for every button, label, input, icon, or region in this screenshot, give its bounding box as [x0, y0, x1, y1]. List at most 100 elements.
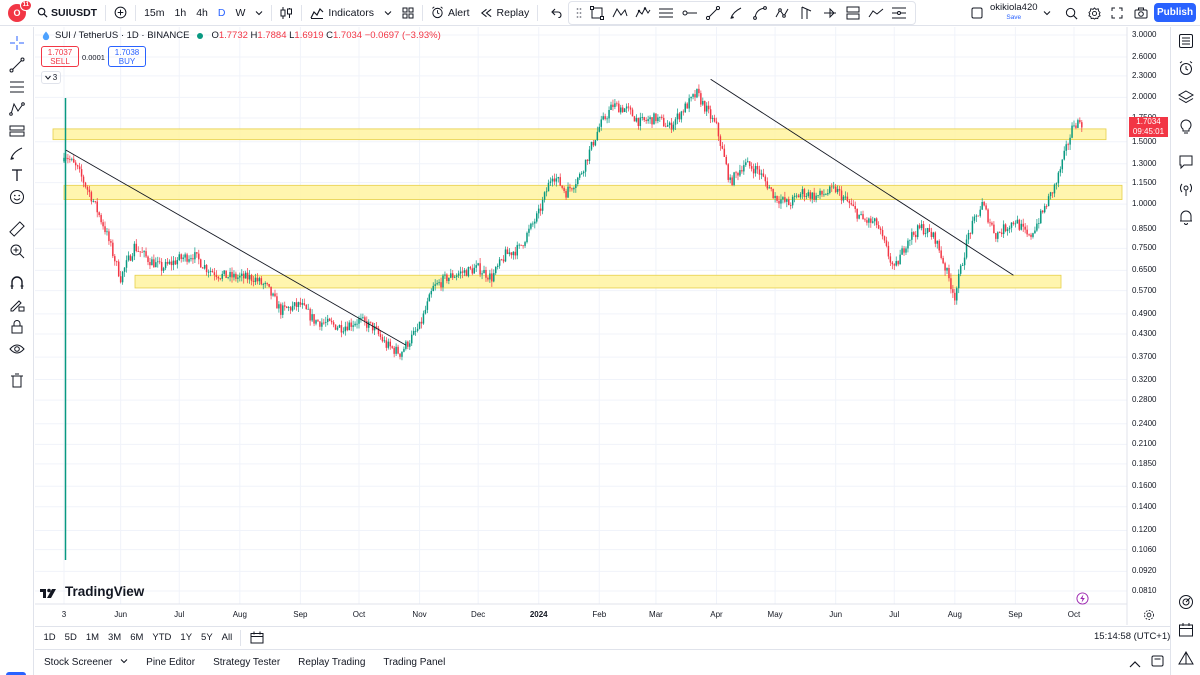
trendline-2 [710, 78, 1014, 276]
hide-drawings[interactable] [6, 339, 28, 359]
range-3m[interactable]: 3M [108, 632, 122, 643]
notifications-button[interactable] [1175, 206, 1197, 228]
candle-body [1006, 229, 1009, 232]
range-1d[interactable]: 1D [43, 632, 56, 643]
sell-button[interactable]: 1.7037 SELL [41, 46, 79, 67]
long-position-tool[interactable] [841, 3, 864, 23]
horizontal-ray-tool[interactable] [678, 3, 701, 23]
candle [991, 221, 993, 227]
maximize-panel-button[interactable] [1151, 655, 1164, 670]
trendline-tool-left[interactable] [6, 55, 28, 75]
timezone-clock[interactable]: 15:14:58 (UTC+1) [1094, 631, 1171, 642]
undo-button[interactable] [545, 0, 567, 26]
brush-tool[interactable] [725, 3, 748, 23]
range-all[interactable]: All [221, 632, 233, 643]
help-button[interactable] [1175, 647, 1197, 669]
stock-screener-tab[interactable]: Stock Screener [35, 657, 137, 668]
candle-body [604, 116, 606, 119]
alerts-button[interactable] [1175, 57, 1197, 79]
zoom-tool[interactable] [6, 241, 28, 261]
horizontal-lines-tool[interactable] [655, 3, 678, 23]
candle-body [514, 251, 517, 256]
dom-button[interactable] [1175, 591, 1197, 613]
elliott-wave-tool[interactable] [631, 3, 654, 23]
calendar-button[interactable] [1175, 619, 1197, 641]
buy-button[interactable]: 1.7038 BUY [108, 46, 146, 67]
watchlist-toggle[interactable] [966, 0, 988, 26]
indicators-button[interactable]: Indicators [305, 0, 379, 26]
fib-tool[interactable] [6, 77, 28, 97]
templates-button[interactable] [397, 0, 419, 26]
lightning-button[interactable] [1076, 592, 1089, 608]
stay-in-drawing-mode[interactable] [6, 295, 28, 315]
magnet-tool[interactable] [6, 273, 28, 293]
symbol-search[interactable]: SUIUSDT [32, 0, 102, 26]
text-tool[interactable] [6, 165, 28, 185]
chats-button[interactable] [1175, 151, 1197, 173]
pattern-tool-left[interactable] [6, 99, 28, 119]
candle-body [836, 188, 839, 193]
forecast-tool[interactable] [864, 3, 887, 23]
prediction-tool[interactable] [6, 121, 28, 141]
settings-button[interactable] [1083, 0, 1106, 26]
range-ytd[interactable]: YTD [152, 632, 172, 643]
time-tick-label: Jul [889, 610, 900, 619]
arc-tool[interactable] [748, 3, 771, 23]
range-5d[interactable]: 5D [64, 632, 77, 643]
path-tool[interactable] [771, 3, 794, 23]
candle-body [203, 265, 206, 269]
layout-name[interactable]: okikiola420 Save [990, 3, 1038, 23]
price-chart[interactable] [35, 27, 1169, 625]
lock-drawings[interactable] [6, 317, 28, 337]
ideas-button[interactable] [1175, 115, 1197, 137]
trading-panel-tab[interactable]: Trading Panel [383, 657, 446, 668]
strategy-tester-tab[interactable]: Strategy Tester [213, 657, 281, 668]
fullscreen-button[interactable] [1106, 0, 1128, 26]
candle-body [885, 240, 888, 246]
timeframe-dropdown[interactable] [250, 0, 268, 26]
timeframe-15m[interactable]: 15m [144, 6, 165, 19]
candle [795, 193, 798, 199]
trendline-tool[interactable] [701, 3, 724, 23]
goto-date-button[interactable] [250, 631, 264, 644]
replay-trading-tab[interactable]: Replay Trading [298, 657, 366, 668]
legend-collapse-button[interactable]: 3 [41, 71, 61, 84]
range-1y[interactable]: 1Y [180, 632, 193, 643]
projection-tool[interactable] [818, 3, 841, 23]
streams-button[interactable] [1175, 178, 1197, 200]
favorites-button[interactable] [6, 672, 26, 675]
remove-drawings[interactable] [6, 371, 28, 391]
range-1m[interactable]: 1M [85, 632, 100, 643]
watchlist-button[interactable] [1175, 30, 1197, 52]
publish-button[interactable]: Publish [1154, 3, 1196, 22]
measure-tool[interactable] [6, 219, 28, 239]
timeframe-w[interactable]: W [235, 6, 246, 19]
alert-button[interactable]: Alert [426, 0, 475, 26]
brush-tool-left[interactable] [6, 143, 28, 163]
profile-avatar[interactable]: O 11 [8, 0, 32, 22]
indicators-dropdown[interactable] [379, 0, 397, 26]
rectangle-tool[interactable] [585, 3, 608, 23]
layout-dropdown[interactable] [1038, 0, 1056, 26]
parallel-channel-tool[interactable] [888, 3, 911, 23]
drag-handle[interactable] [573, 3, 585, 23]
timeframe-4h[interactable]: 4h [196, 6, 208, 19]
pattern-tool[interactable] [608, 3, 631, 23]
crosshair-tool[interactable] [6, 33, 28, 53]
chart-settings-button[interactable] [1143, 609, 1155, 624]
date-range-bar: 1D 5D 1M 3M 6M YTD 1Y 5Y All [35, 626, 1170, 648]
compare-button[interactable] [109, 0, 132, 26]
object-tree-button[interactable] [1175, 86, 1197, 108]
chart-type-button[interactable] [275, 0, 298, 26]
range-5y[interactable]: 5Y [201, 632, 213, 643]
expand-panel-button[interactable] [1129, 657, 1141, 671]
pine-editor-tab[interactable]: Pine Editor [146, 657, 196, 668]
replay-button[interactable]: Replay [475, 0, 535, 26]
timeframe-1h[interactable]: 1h [174, 6, 187, 19]
pitchfork-tool[interactable] [795, 3, 818, 23]
timeframe-d[interactable]: D [217, 6, 226, 19]
quick-search-button[interactable] [1060, 0, 1083, 26]
snapshot-button[interactable] [1129, 0, 1153, 26]
emoji-tool[interactable] [6, 187, 28, 207]
range-6m[interactable]: 6M [130, 632, 144, 643]
